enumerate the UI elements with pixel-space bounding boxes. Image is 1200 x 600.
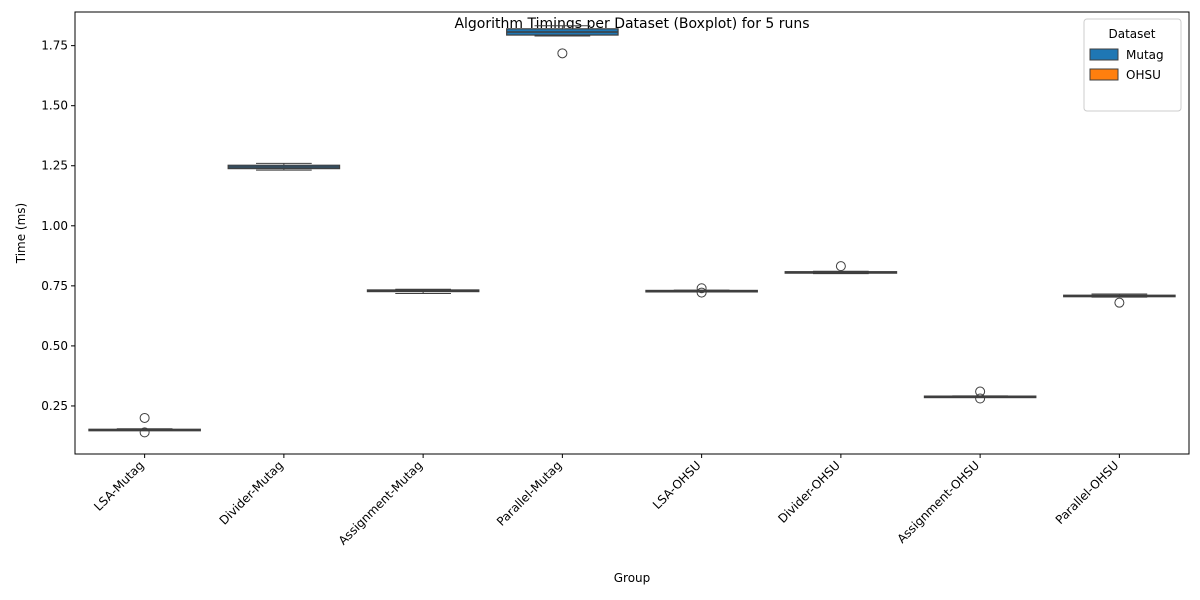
plot-area-frame [74,11,1190,455]
y-tick-label: 0.25 [41,399,68,413]
y-tick-label: 1.25 [41,159,68,173]
legend: Dataset Mutag OHSU [1083,18,1182,112]
y-tick-label: 1.50 [41,99,68,113]
y-tick-label: 1.75 [41,39,68,53]
y-axis-ticks: 0.25 0.50 0.75 1.00 1.25 1.50 1.75 [41,39,75,413]
y-tick-label: 0.50 [41,339,68,353]
box-series-mutag [88,25,1176,438]
x-tick-label: LSA-Mutag [91,458,146,513]
outlier-point [139,412,150,423]
x-axis-ticks: LSA-Mutag Divider-Mutag Assignment-Mutag Pa… [91,454,1121,548]
outlier-point [835,261,846,272]
outlier-point [975,386,986,397]
x-tick-label: LSA-OHSU [650,458,704,512]
legend-swatch-mutag [1089,48,1119,61]
box-assignment-mutag [366,288,480,295]
outlier-point [975,393,986,404]
x-tick-label: Divider-OHSU [775,458,843,526]
x-tick-label: Assignment-Mutag [336,458,426,548]
legend-label-ohsu: OHSU [1126,68,1161,82]
legend-entries: Mutag OHSU [1089,48,1164,82]
y-tick-label: 1.00 [41,219,68,233]
legend-frame [1083,18,1182,112]
box-divider-mutag [227,162,341,171]
outlier-point [139,427,150,438]
outlier-point [696,283,707,294]
y-tick-label: 0.75 [41,279,68,293]
x-tick-label: Parallel-Mutag [494,458,564,528]
legend-swatch-ohsu [1089,68,1119,81]
box-lsa-ohsu [645,283,758,298]
box-divider-ohsu [784,261,898,275]
x-tick-label: Assignment-OHSU [894,458,982,546]
outlier-point [696,287,707,298]
box-assignment-ohsu [923,386,1037,404]
x-tick-label: Parallel-OHSU [1053,458,1122,527]
box-parallel-mutag [506,25,619,59]
y-axis-label: Time (ms) [14,203,28,265]
x-tick-label: Divider-Mutag [217,458,286,527]
x-axis-label: Group [614,571,651,585]
chart-title: Algorithm Timings per Dataset (Boxplot) … [454,16,809,32]
outlier-point [1114,297,1125,308]
box-lsa-mutag [88,412,201,438]
box-parallel-ohsu [1063,293,1176,308]
outlier-point [557,48,568,59]
legend-title: Dataset [1109,27,1156,41]
legend-label-mutag: Mutag [1126,48,1164,62]
